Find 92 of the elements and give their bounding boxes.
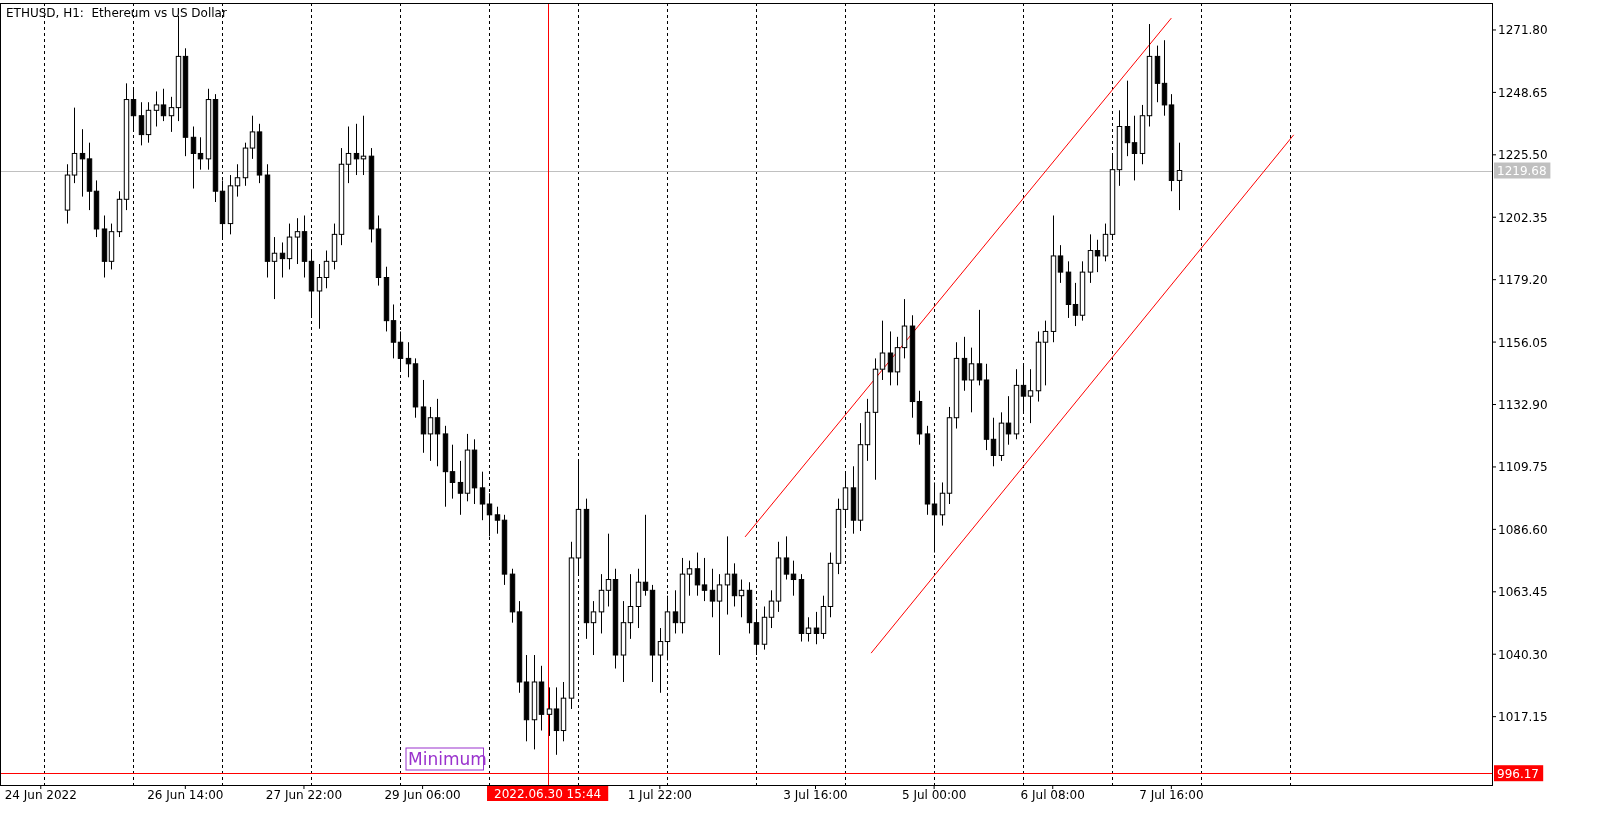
candlestick — [1161, 39, 1168, 117]
candlestick — [457, 460, 464, 516]
y-tick-label: 1248.65 — [1498, 85, 1548, 100]
candlestick — [71, 107, 78, 184]
y-tick-label: 1271.80 — [1498, 23, 1548, 38]
x-tick-label: 3 Jul 16:00 — [783, 788, 848, 802]
candlestick — [1057, 244, 1064, 284]
ref-line-label: 996.17 — [1497, 766, 1539, 781]
candlestick — [353, 123, 360, 176]
candlestick — [1027, 368, 1034, 424]
candlestick — [434, 398, 441, 467]
candlestick — [360, 115, 367, 176]
candlestick — [672, 589, 679, 634]
candlestick — [1131, 115, 1138, 181]
candlestick — [1005, 395, 1012, 446]
candlestick — [1124, 80, 1131, 157]
candlestick — [598, 573, 605, 634]
x-tick-label: 7 Jul 16:00 — [1139, 788, 1204, 802]
candlestick — [494, 506, 501, 535]
candlestick — [160, 88, 167, 122]
candlestick — [813, 611, 820, 645]
candlestick — [1102, 223, 1109, 262]
candlestick — [805, 616, 812, 643]
candlestick — [768, 589, 775, 629]
candlestick — [627, 573, 634, 640]
candlestick — [879, 320, 886, 381]
y-tick-label: 1109.75 — [1498, 460, 1548, 475]
candlestick — [249, 115, 256, 160]
y-tick-label: 1156.05 — [1498, 335, 1548, 350]
candlestick — [1094, 239, 1101, 273]
candlestick — [990, 417, 997, 467]
candlestick — [716, 573, 723, 656]
candlestick — [931, 481, 938, 554]
candlestick — [234, 163, 241, 198]
candlestick — [968, 347, 975, 413]
x-tick-label: 6 Jul 08:00 — [1020, 788, 1085, 802]
y-tick-label: 1040.30 — [1498, 647, 1548, 662]
candlestick — [168, 96, 175, 133]
candlestick — [286, 223, 293, 270]
candlestick — [790, 560, 797, 597]
candlestick — [961, 336, 968, 392]
candlestick — [686, 560, 693, 597]
candlestick — [887, 330, 894, 386]
candlestick — [479, 471, 486, 521]
candlestick — [939, 481, 946, 527]
x-tick-label: 1 Jul 22:00 — [627, 788, 692, 802]
candlestick — [153, 90, 160, 127]
candlestick — [901, 298, 908, 359]
candlestick — [190, 126, 197, 190]
y-tick-label: 1132.90 — [1498, 398, 1548, 413]
x-tick-label: 29 Jun 06:00 — [384, 788, 461, 802]
ref-line-label: 1219.68 — [1497, 164, 1547, 179]
x-tick-label: 27 Jun 22:00 — [265, 788, 343, 802]
y-tick-label: 1017.15 — [1498, 710, 1548, 725]
candlestick — [657, 627, 664, 694]
y-tick-label: 1202.35 — [1498, 210, 1548, 225]
candlestick — [709, 568, 716, 618]
candlestick — [1176, 142, 1183, 211]
candlestick — [731, 562, 738, 607]
candlestick — [316, 263, 323, 330]
x-tick-label: 26 Jun 14:00 — [147, 788, 224, 802]
candlestick — [553, 686, 560, 756]
candlestick — [1072, 282, 1079, 327]
candlestick — [590, 600, 597, 656]
candlestick — [642, 514, 649, 597]
candlestick — [197, 136, 204, 171]
candlestick — [323, 250, 330, 289]
candlestick — [976, 309, 983, 386]
candlestick — [138, 101, 145, 146]
x-tick-label: 24 Jun 2022 — [4, 788, 77, 802]
candlestick — [546, 686, 553, 737]
candlestick — [1087, 233, 1094, 284]
candlestick — [701, 557, 708, 602]
candlestick — [724, 535, 731, 616]
candlestick — [390, 303, 397, 359]
candlestick — [79, 128, 86, 198]
candlestick — [694, 552, 701, 597]
y-tick-label: 1179.20 — [1498, 273, 1548, 288]
candlestick — [271, 236, 278, 300]
y-tick-label: 1225.50 — [1498, 148, 1548, 163]
candlestick — [449, 444, 456, 500]
candlestick — [294, 217, 301, 265]
chart-title: ETHUSD, H1: Ethereum vs US Dollar — [6, 6, 227, 20]
candlestick — [345, 126, 352, 184]
candlestick — [783, 535, 790, 581]
x-tick-label: 5 Jul 00:00 — [901, 788, 967, 802]
y-tick-label: 1063.45 — [1498, 585, 1548, 600]
candlestick — [605, 533, 612, 607]
candlestick — [1042, 320, 1049, 386]
y-tick-label: 1086.60 — [1498, 522, 1548, 537]
candlestick — [427, 406, 434, 462]
ref-line-label: 2022.06.30 15:44 — [494, 787, 602, 801]
